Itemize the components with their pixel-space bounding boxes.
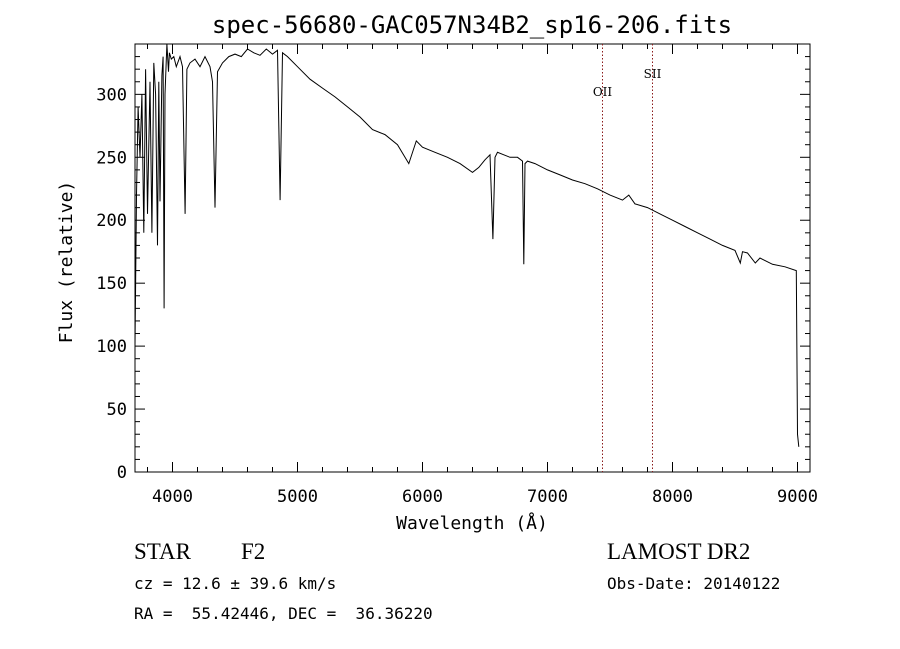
x-tick-label: 8000 — [652, 487, 693, 507]
x-tick-label: 9000 — [777, 487, 818, 507]
plot-frame — [134, 43, 811, 473]
spectrum-line — [134, 43, 800, 447]
axis-ticks: 4000 5000 6000 7000 8000 9000 0 50 100 150 200 250 3… — [96, 43, 818, 507]
spectral-subclass: F2 — [241, 539, 266, 564]
y-tick-label: 300 — [96, 85, 127, 105]
x-tick-label: 7000 — [527, 487, 568, 507]
x-tick-label: 5000 — [277, 487, 318, 507]
emission-line-markers: OII SII — [593, 44, 662, 472]
x-tick-label: 4000 — [152, 487, 193, 507]
survey-name: LAMOST DR2 — [607, 539, 751, 564]
y-tick-label: 100 — [96, 337, 127, 357]
y-tick-label: 200 — [96, 211, 127, 231]
x-tick-label: 6000 — [402, 487, 443, 507]
y-tick-label: 250 — [96, 148, 127, 168]
y-tick-label: 150 — [96, 274, 127, 294]
observation-date: Obs-Date: 20140122 — [607, 574, 781, 593]
y-tick-label: 0 — [117, 463, 127, 483]
y-axis-label: Flux (relative) — [56, 181, 77, 344]
emission-line-label: OII — [593, 85, 613, 99]
object-class: STAR — [134, 539, 191, 564]
y-tick-label: 50 — [107, 400, 127, 420]
coordinates: RA = 55.42446, DEC = 36.36220 — [134, 604, 433, 623]
emission-line-label: SII — [644, 67, 662, 81]
chart-title: spec-56680-GAC057N34B2_sp16-206.fits — [212, 11, 732, 39]
redshift-velocity: cz = 12.6 ± 39.6 km/s — [134, 574, 337, 593]
x-axis-label: Wavelength (Å) — [396, 512, 548, 534]
